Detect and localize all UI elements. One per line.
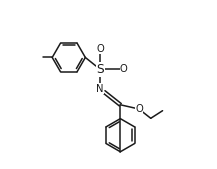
Text: O: O xyxy=(120,64,128,74)
Text: O: O xyxy=(96,44,104,54)
Text: O: O xyxy=(135,104,143,114)
Text: S: S xyxy=(96,63,104,76)
Text: N: N xyxy=(96,84,104,94)
